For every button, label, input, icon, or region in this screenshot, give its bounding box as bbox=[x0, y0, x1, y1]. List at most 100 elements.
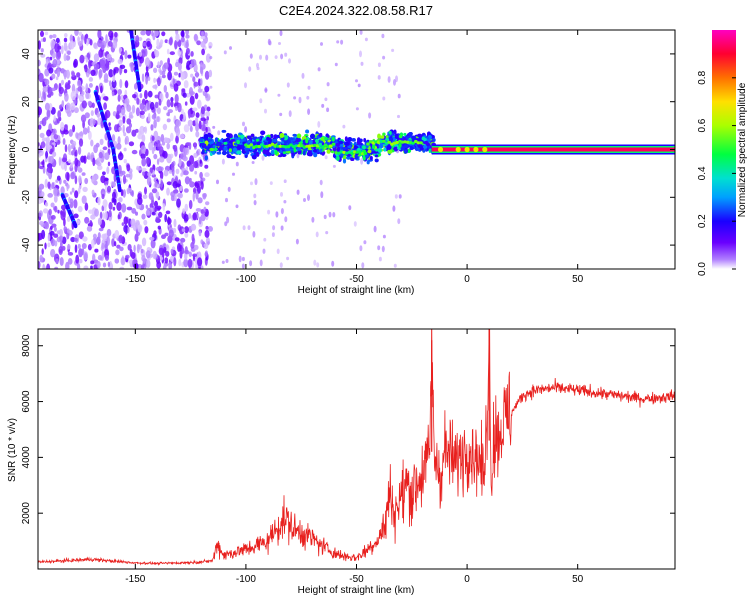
band-blob bbox=[221, 129, 227, 133]
noise-blob bbox=[195, 71, 199, 78]
noise-blob bbox=[78, 31, 83, 36]
noise-blob bbox=[61, 157, 68, 163]
noise-blob bbox=[173, 218, 177, 228]
noise-blob bbox=[55, 76, 59, 81]
noise-blob bbox=[261, 155, 265, 161]
noise-blob bbox=[40, 48, 44, 53]
band-blob bbox=[204, 155, 208, 161]
noise-blob bbox=[381, 33, 385, 39]
noise-blob bbox=[140, 153, 146, 160]
noise-blob bbox=[165, 250, 170, 257]
heatmap-ylabel: Frequency (Hz) bbox=[7, 116, 18, 185]
noise-blob bbox=[184, 188, 189, 193]
noise-blob bbox=[118, 119, 123, 127]
noise-blob bbox=[98, 227, 104, 232]
noise-blob bbox=[190, 223, 197, 231]
noise-blob bbox=[75, 132, 79, 139]
noise-blob bbox=[166, 137, 169, 143]
noise-blob bbox=[100, 85, 103, 94]
noise-blob bbox=[147, 76, 151, 81]
heatmap-ytick-label: -40 bbox=[21, 237, 32, 252]
noise-blob bbox=[272, 225, 276, 231]
noise-blob bbox=[53, 226, 57, 232]
noise-blob bbox=[307, 85, 311, 90]
noise-blob bbox=[113, 199, 117, 206]
noise-blob bbox=[53, 134, 59, 140]
noise-blob bbox=[39, 254, 43, 263]
band-ridge bbox=[352, 150, 357, 154]
band-ridge bbox=[283, 145, 288, 149]
band-blob bbox=[223, 141, 228, 145]
noise-blob bbox=[288, 110, 292, 117]
noise-blob bbox=[180, 172, 183, 177]
noise-blob bbox=[131, 208, 137, 214]
noise-blob bbox=[142, 258, 146, 264]
noise-blob bbox=[301, 72, 305, 79]
noise-blob bbox=[194, 170, 198, 175]
noise-blob bbox=[205, 53, 211, 63]
noise-blob bbox=[251, 161, 255, 164]
noise-blob bbox=[293, 96, 297, 100]
noise-blob bbox=[166, 112, 170, 117]
noise-blob bbox=[123, 147, 127, 152]
noise-blob bbox=[182, 208, 186, 214]
noise-blob bbox=[248, 66, 252, 72]
noise-blob bbox=[140, 30, 146, 36]
noise-blob bbox=[249, 53, 253, 59]
noise-blob bbox=[90, 214, 96, 220]
noise-blob bbox=[159, 156, 165, 163]
noise-blob bbox=[156, 107, 161, 115]
noise-blob bbox=[106, 53, 112, 62]
noise-blob bbox=[397, 218, 401, 225]
noise-blob bbox=[50, 225, 53, 230]
noise-blob bbox=[114, 31, 118, 38]
noise-blob bbox=[177, 49, 181, 57]
noise-blob bbox=[102, 146, 108, 151]
noise-blob bbox=[167, 71, 173, 81]
noise-blob bbox=[139, 103, 145, 111]
band-ridge bbox=[273, 144, 277, 148]
noise-blob bbox=[74, 175, 78, 185]
noise-blob bbox=[59, 229, 63, 236]
band-blob bbox=[230, 156, 236, 159]
noise-blob bbox=[141, 237, 147, 247]
noise-blob bbox=[77, 205, 83, 213]
noise-blob bbox=[381, 245, 385, 253]
noise-blob bbox=[94, 248, 99, 253]
band-blob bbox=[405, 136, 409, 140]
noise-blob bbox=[117, 89, 122, 95]
noise-blob bbox=[46, 166, 53, 174]
noise-blob bbox=[40, 191, 45, 198]
noise-blob bbox=[193, 161, 199, 169]
noise-blob bbox=[98, 49, 104, 58]
noise-blob bbox=[38, 72, 44, 83]
noise-blob bbox=[113, 241, 117, 247]
noise-blob bbox=[175, 119, 182, 127]
noise-blob bbox=[102, 262, 107, 268]
band-blob bbox=[279, 133, 285, 138]
band-blob bbox=[385, 135, 389, 139]
noise-blob bbox=[173, 257, 177, 267]
noise-blob bbox=[93, 53, 100, 62]
snr-ytick-label: 4000 bbox=[21, 446, 32, 469]
band-ridge bbox=[270, 142, 275, 146]
noise-blob bbox=[157, 225, 161, 230]
noise-blob bbox=[306, 95, 310, 100]
noise-blob bbox=[115, 249, 120, 256]
noise-blob bbox=[166, 143, 170, 150]
noise-blob bbox=[182, 156, 188, 162]
noise-blob bbox=[145, 30, 152, 36]
heatmap-xtick-label: -100 bbox=[236, 274, 256, 285]
noise-blob bbox=[67, 258, 73, 265]
band-ridge bbox=[419, 141, 423, 145]
noise-blob bbox=[65, 261, 70, 269]
noise-blob bbox=[205, 111, 211, 117]
noise-blob bbox=[192, 192, 195, 202]
noise-blob bbox=[117, 94, 121, 102]
noise-blob bbox=[91, 189, 95, 196]
noise-blob bbox=[241, 263, 245, 269]
noise-blob bbox=[147, 90, 153, 98]
band-blob bbox=[250, 133, 255, 138]
noise-blob bbox=[47, 181, 51, 189]
noise-blob bbox=[53, 187, 58, 197]
